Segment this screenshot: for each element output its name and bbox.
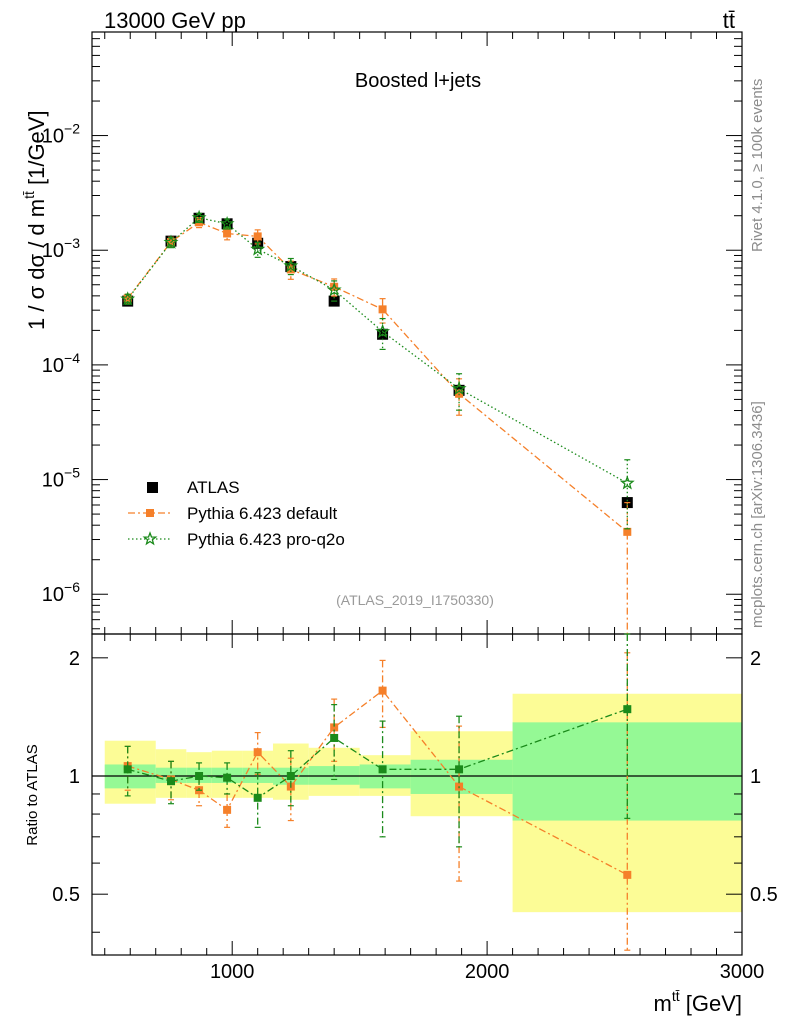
series-line [127, 217, 628, 484]
data-point-star [451, 380, 467, 396]
data-point-square [623, 705, 632, 714]
ratio-y-tick-label: 1 [69, 766, 80, 788]
data-point-star [191, 209, 207, 225]
data-point-square [330, 733, 339, 742]
svg-text:mtt̄ [GeV]: mtt̄ [GeV] [654, 988, 742, 1016]
legend-marker-atlas [147, 482, 158, 493]
energy-label: 13000 GeV pp [104, 8, 246, 33]
data-point-square [378, 686, 387, 695]
series-line [127, 221, 628, 533]
data-point-star [163, 234, 179, 249]
stat-uncertainty-band [155, 767, 187, 783]
main-title: Boosted l+jets [355, 70, 481, 92]
y-tick-label: 10−5 [42, 465, 80, 492]
mcplots-label: mcplots.cern.ch [arXiv:1306.3436] [749, 401, 766, 628]
y-tick-label: 10−3 [42, 235, 80, 262]
legend-label: Pythia 6.423 pro-q2o [187, 530, 345, 549]
legend-marker-default [146, 509, 154, 517]
data-point-square [623, 527, 632, 536]
x-tick-label: 3000 [720, 961, 765, 983]
data-point-square [223, 805, 232, 814]
data-point-square [167, 777, 176, 786]
ratio-y-tick-label: 2 [750, 648, 761, 670]
y-tick-label: 10−2 [42, 121, 80, 148]
ratio-y-tick-label: 2 [69, 648, 80, 670]
x-axis-label: mtt̄ [GeV] [654, 988, 742, 1016]
data-point-star [250, 241, 266, 256]
main-ylabel: 1 / σ dσ / d mtt̄ [1/GeV] [21, 110, 49, 330]
data-point-square [223, 773, 232, 782]
legend-label: ATLAS [187, 478, 240, 497]
data-point-star [219, 215, 235, 231]
data-point-star [619, 475, 635, 490]
data-point-square [378, 305, 387, 314]
data-point-square [330, 723, 339, 732]
legend-label: Pythia 6.423 default [187, 504, 338, 523]
ratio-bands [104, 693, 742, 913]
legend-marker-proq2o [142, 531, 158, 546]
data-point-square [378, 765, 387, 774]
data-point-star [375, 323, 391, 338]
data-point-square [330, 282, 339, 291]
analysis-label: (ATLAS_2019_I1750330) [336, 592, 494, 608]
data-point-square [286, 772, 295, 781]
x-tick-label: 1000 [210, 961, 255, 983]
data-point-square [286, 265, 295, 274]
plot-content: 1000 2000 3000 10−6 10−5 10−4 10−3 10−2 0.5 0.5 1 1… [42, 31, 778, 983]
data-point-square [455, 765, 464, 774]
x-tick-label: 2000 [465, 961, 510, 983]
ratio-series-line [127, 689, 628, 876]
data-point-square [253, 748, 262, 757]
rivet-label: Rivet 4.1.0, ≥ 100k events [749, 79, 766, 252]
data-point-star [120, 291, 136, 306]
data-point-square [123, 765, 132, 774]
data-point-star [283, 258, 299, 273]
ratio-frame [91, 633, 743, 956]
data-point-square [253, 232, 262, 241]
y-tick-label: 10−6 [42, 579, 80, 606]
ratio-y-tick-label: 0.5 [52, 884, 80, 906]
data-point-square [253, 793, 262, 802]
data-point-star [326, 282, 342, 297]
ratio-ylabel: Ratio to ATLAS [24, 744, 41, 845]
y-tick-label: 10−4 [42, 350, 80, 377]
ratio-series-line [127, 708, 628, 799]
svg-text:1 / σ dσ / d mtt̄ [1/GeV]: 1 / σ dσ / d mtt̄ [1/GeV] [21, 110, 49, 330]
data-point-square [223, 229, 232, 238]
ratio-y-tick-label: 0.5 [750, 884, 778, 906]
data-point-square [623, 870, 632, 879]
ratio-y-tick-label: 1 [750, 766, 761, 788]
process-label: tt̄ [723, 8, 735, 33]
data-point-square [195, 772, 204, 781]
